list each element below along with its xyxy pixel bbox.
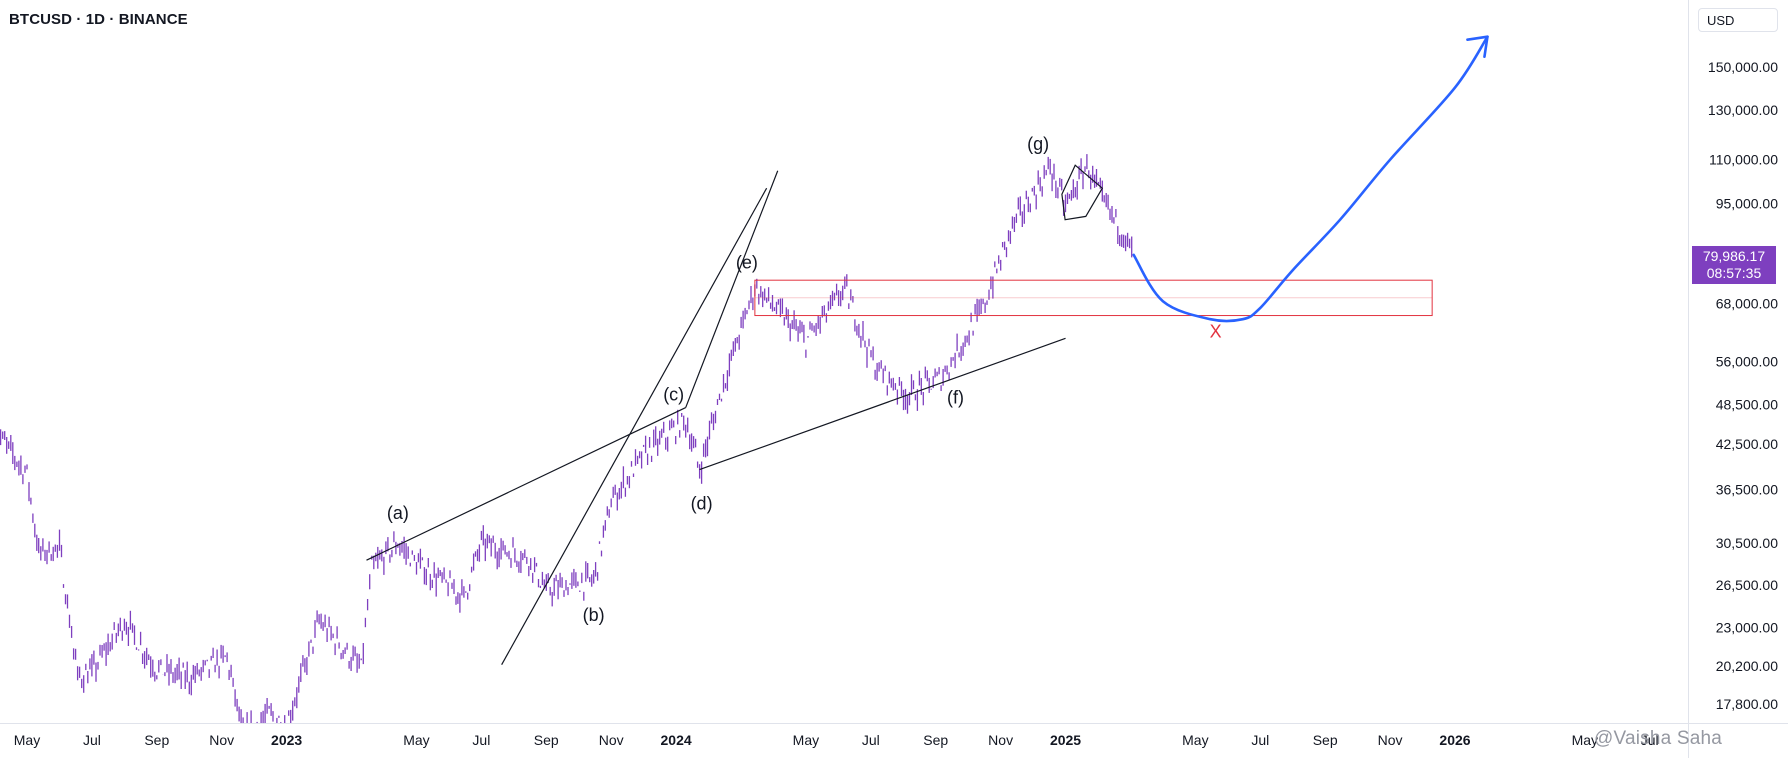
time-tick-label: 2023	[271, 732, 302, 748]
time-tick-label: Sep	[1313, 732, 1338, 748]
author-watermark: @Vaisha Saha	[1594, 728, 1723, 749]
projection-arrowhead	[1466, 35, 1489, 59]
wave-label: (f)	[947, 387, 964, 407]
wave-label: (d)	[691, 494, 713, 514]
time-tick-label: Jul	[472, 732, 490, 748]
price-tick-label: 26,500.00	[1716, 577, 1778, 593]
wave-label: (e)	[736, 252, 758, 272]
time-tick-label: Nov	[988, 732, 1013, 748]
price-tick-label: 36,500.00	[1716, 481, 1778, 497]
time-tick-label: 2024	[661, 732, 692, 748]
price-tick-label: 68,000.00	[1716, 295, 1778, 311]
time-axis: May Jul Sep Nov 2023 May Jul Sep Nov 2024 May Jul Se…	[14, 732, 1659, 748]
time-tick-label: May	[403, 732, 429, 748]
wave-label: (b)	[583, 605, 605, 625]
last-price-value: 79,986.17	[1702, 248, 1766, 264]
price-tick-label: 30,500.00	[1716, 535, 1778, 551]
price-tick-label: 56,000.00	[1716, 353, 1778, 369]
time-tick-label: Nov	[209, 732, 234, 748]
lower-steep-line	[501, 187, 768, 666]
outer-steep-line	[685, 170, 779, 408]
price-tick-label: 110,000.00	[1709, 152, 1778, 168]
currency-selector[interactable]: USD	[1698, 8, 1778, 32]
lower-channel-line	[699, 337, 1066, 471]
time-tick-label: May	[14, 732, 40, 748]
time-tick-label: Jul	[1641, 732, 1659, 748]
bar-countdown: 08:57:35	[1706, 265, 1762, 281]
price-candles	[0, 154, 1133, 723]
projection-path	[1132, 35, 1489, 323]
price-axis: 150,000.00 130,000.00 110,000.00 95,000.00 6…	[1708, 59, 1778, 712]
time-tick-label: Jul	[1251, 732, 1269, 748]
time-tick-label: Sep	[534, 732, 559, 748]
price-tick-label: 48,500.00	[1716, 396, 1778, 412]
symbol-title: BTCUSD · 1D · BINANCE	[9, 11, 188, 28]
price-tick-label: 23,000.00	[1716, 619, 1778, 635]
zone-label: X	[1210, 322, 1222, 342]
wave-label: (g)	[1027, 134, 1049, 154]
time-tick-label: May	[793, 732, 819, 748]
time-tick-label: Jul	[83, 732, 101, 748]
time-tick-label: Nov	[1378, 732, 1403, 748]
diamond-pattern	[1061, 164, 1104, 221]
time-tick-label: Jul	[862, 732, 880, 748]
price-tick-label: 20,200.00	[1716, 658, 1778, 674]
time-tick-label: May	[1572, 732, 1598, 748]
price-tick-label: 130,000.00	[1708, 102, 1778, 118]
time-tick-label: Sep	[144, 732, 169, 748]
time-tick-label: 2025	[1050, 732, 1081, 748]
price-tick-label: 150,000.00	[1708, 59, 1778, 75]
last-price-tag: 79,986.17 08:57:35	[1692, 246, 1776, 284]
wave-label: (a)	[387, 503, 409, 523]
price-tick-label: 17,800.00	[1716, 696, 1778, 712]
time-tick-label: Sep	[923, 732, 948, 748]
time-tick-label: 2026	[1439, 732, 1470, 748]
upper-channel-line	[366, 406, 686, 561]
price-tick-label: 95,000.00	[1716, 196, 1778, 212]
wave-label: (c)	[663, 384, 684, 404]
price-tick-label: 42,500.00	[1716, 436, 1778, 452]
time-tick-label: May	[1182, 732, 1208, 748]
time-tick-label: Nov	[599, 732, 624, 748]
plot-area: (a) (b) (c) (d) (e) (f) (g) X	[0, 35, 1489, 723]
